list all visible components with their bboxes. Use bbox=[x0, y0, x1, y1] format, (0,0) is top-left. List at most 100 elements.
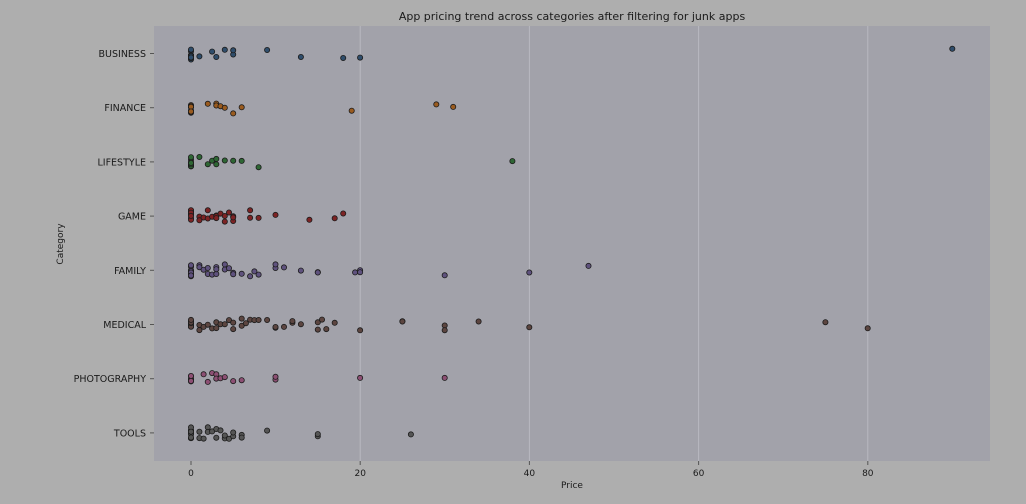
data-point bbox=[221, 218, 228, 225]
data-point bbox=[318, 316, 325, 323]
data-point bbox=[255, 214, 262, 221]
x-tick-label: 60 bbox=[693, 469, 705, 479]
data-point bbox=[450, 103, 457, 110]
data-point bbox=[331, 319, 338, 326]
data-point bbox=[407, 431, 414, 438]
data-point bbox=[441, 374, 448, 381]
data-point bbox=[187, 377, 194, 384]
plot-area bbox=[154, 26, 990, 461]
data-point bbox=[441, 272, 448, 279]
data-point bbox=[272, 211, 279, 218]
category-label: TOOLS bbox=[113, 428, 146, 439]
data-point bbox=[949, 45, 956, 52]
data-point bbox=[297, 267, 304, 274]
data-point bbox=[230, 271, 237, 278]
data-point bbox=[230, 214, 237, 221]
data-point bbox=[221, 104, 228, 111]
data-point bbox=[196, 428, 203, 435]
data-point bbox=[399, 318, 406, 325]
y-axis-label: Category bbox=[56, 223, 66, 265]
data-point bbox=[357, 327, 364, 334]
data-point bbox=[526, 324, 533, 331]
data-point bbox=[204, 264, 211, 271]
data-point bbox=[314, 431, 321, 438]
category-label: GAME bbox=[118, 212, 146, 223]
data-point bbox=[230, 47, 237, 54]
data-point bbox=[822, 319, 829, 326]
data-point bbox=[255, 164, 262, 171]
x-tick-label: 80 bbox=[862, 469, 874, 479]
category-label: FINANCE bbox=[104, 103, 146, 114]
data-point bbox=[187, 46, 194, 53]
data-point bbox=[196, 217, 203, 224]
data-point bbox=[264, 47, 271, 54]
data-point bbox=[204, 378, 211, 385]
data-point bbox=[264, 427, 271, 434]
data-point bbox=[213, 215, 220, 222]
data-point bbox=[217, 427, 224, 434]
data-point bbox=[200, 371, 207, 378]
data-point bbox=[242, 320, 249, 327]
data-point bbox=[230, 157, 237, 164]
x-axis-label: Price bbox=[561, 481, 583, 491]
data-point bbox=[357, 374, 364, 381]
data-point bbox=[314, 326, 321, 333]
data-point bbox=[280, 323, 287, 330]
data-point bbox=[247, 214, 254, 221]
data-point bbox=[247, 273, 254, 280]
data-point bbox=[187, 272, 194, 279]
data-point bbox=[357, 269, 364, 276]
data-point bbox=[204, 161, 211, 168]
data-point bbox=[187, 154, 194, 161]
data-point bbox=[238, 104, 245, 111]
data-point bbox=[238, 315, 245, 322]
data-point bbox=[314, 269, 321, 276]
data-point bbox=[314, 319, 321, 326]
data-point bbox=[509, 158, 516, 165]
data-point bbox=[251, 268, 258, 275]
data-point bbox=[306, 216, 313, 223]
data-point bbox=[213, 161, 220, 168]
data-point bbox=[323, 326, 330, 333]
data-point bbox=[526, 269, 533, 276]
data-point bbox=[348, 107, 355, 114]
data-point bbox=[221, 432, 228, 439]
data-point bbox=[204, 100, 211, 107]
data-point bbox=[289, 318, 296, 325]
data-point bbox=[340, 210, 347, 217]
data-point bbox=[357, 54, 364, 61]
category-label: PHOTOGRAPHY bbox=[74, 374, 147, 385]
data-point bbox=[238, 157, 245, 164]
data-point bbox=[441, 327, 448, 334]
data-point bbox=[272, 261, 279, 268]
data-point bbox=[221, 212, 228, 219]
data-point bbox=[238, 434, 245, 441]
x-tick-label: 20 bbox=[354, 469, 366, 479]
data-point bbox=[238, 377, 245, 384]
data-point bbox=[225, 209, 232, 216]
data-point bbox=[204, 207, 211, 214]
data-point bbox=[187, 428, 194, 435]
data-point bbox=[247, 207, 254, 214]
data-point bbox=[255, 316, 262, 323]
data-point bbox=[187, 159, 194, 166]
category-label: MEDICAL bbox=[103, 320, 146, 331]
data-point bbox=[187, 212, 194, 219]
data-point bbox=[221, 46, 228, 53]
data-point bbox=[225, 265, 232, 272]
data-point bbox=[187, 372, 194, 379]
data-point bbox=[196, 153, 203, 160]
data-point bbox=[196, 327, 203, 334]
data-point bbox=[280, 264, 287, 271]
data-point bbox=[238, 322, 245, 329]
data-point bbox=[187, 434, 194, 441]
data-point bbox=[297, 321, 304, 328]
category-label: LIFESTYLE bbox=[98, 157, 147, 168]
data-point bbox=[200, 435, 207, 442]
data-point bbox=[272, 323, 279, 330]
data-point bbox=[585, 262, 592, 269]
data-point bbox=[213, 155, 220, 162]
data-point bbox=[255, 271, 262, 278]
